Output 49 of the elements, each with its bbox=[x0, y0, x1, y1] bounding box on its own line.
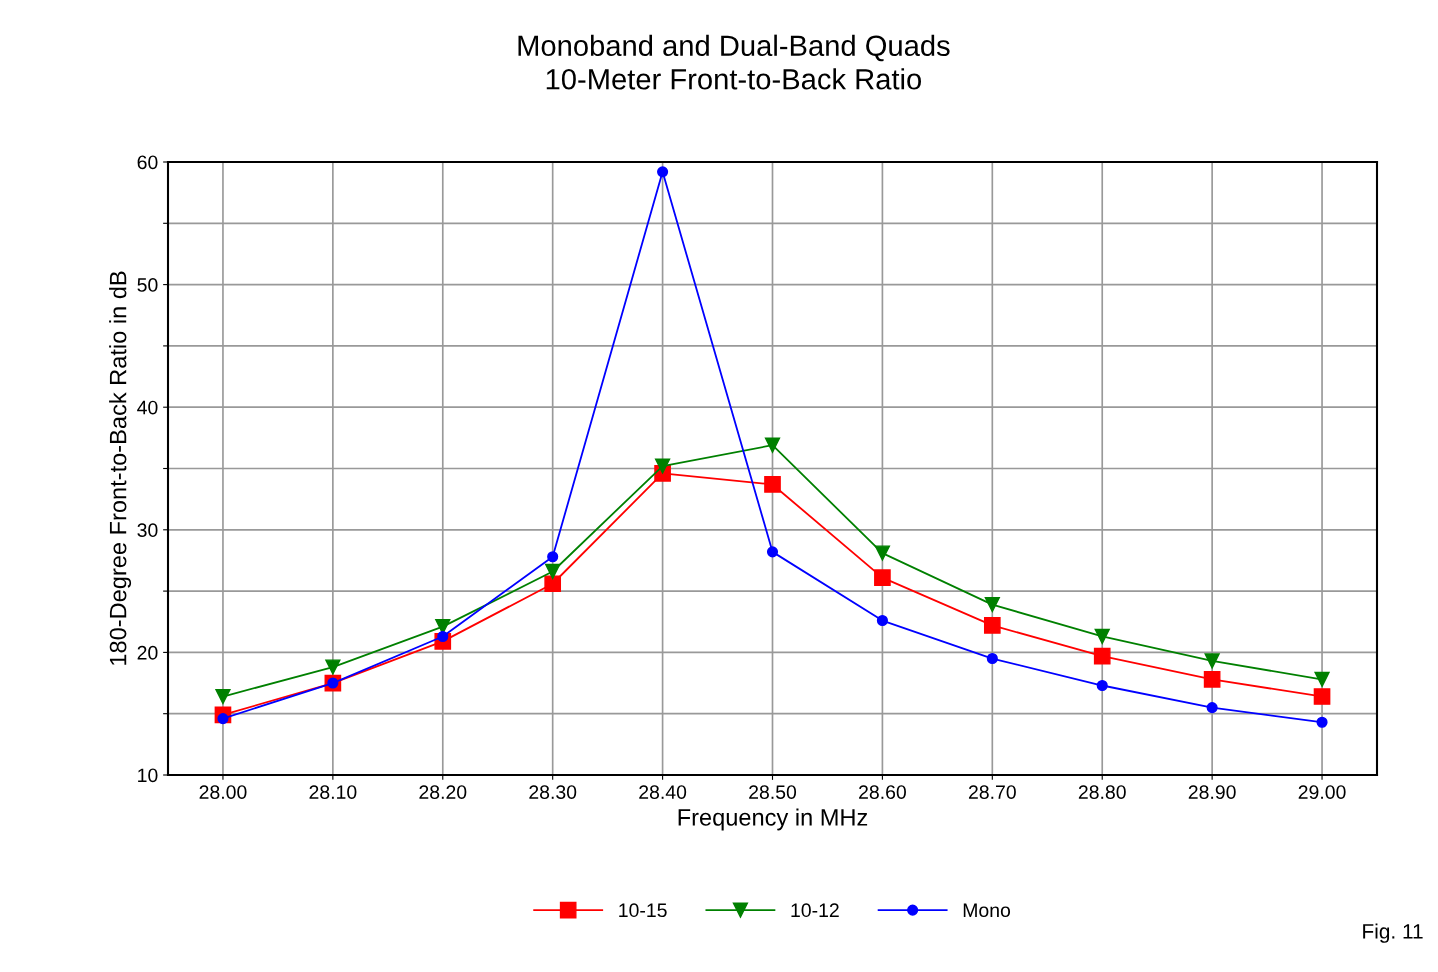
point bbox=[983, 617, 1001, 634]
point bbox=[764, 476, 781, 493]
caption: Fig. 11 bbox=[1363, 923, 1423, 943]
x-tick-label: 28.10 bbox=[309, 785, 357, 799]
x-tick-label: 28.30 bbox=[529, 785, 577, 799]
point bbox=[215, 688, 231, 705]
point bbox=[545, 563, 561, 580]
x-tick-label: 28.80 bbox=[1078, 785, 1126, 799]
legend-label: 10-15 bbox=[619, 903, 667, 918]
point bbox=[547, 551, 559, 563]
point bbox=[325, 659, 341, 675]
point bbox=[1206, 702, 1218, 714]
x-axis-title: Frequency in MHz bbox=[678, 808, 868, 831]
point bbox=[874, 569, 891, 586]
x-tick-label: 28.90 bbox=[1188, 785, 1236, 799]
x-tick-label: 28.20 bbox=[419, 785, 467, 799]
point bbox=[764, 437, 781, 453]
point bbox=[766, 546, 779, 558]
point bbox=[657, 166, 669, 178]
point bbox=[1203, 671, 1221, 688]
point bbox=[1093, 647, 1111, 665]
x-tick-label: 29.00 bbox=[1298, 785, 1346, 799]
y-tick-label: 20 bbox=[137, 645, 158, 660]
y-tick-label: 40 bbox=[137, 400, 158, 415]
point bbox=[1204, 653, 1220, 669]
x-tick-label: 28.60 bbox=[859, 785, 906, 799]
x-tick-label: 28.00 bbox=[199, 785, 247, 799]
y-axis-title: 180-Degree Front-to-Back Ratio in dB bbox=[109, 271, 132, 665]
x-tick-label: 28.40 bbox=[639, 785, 687, 799]
point bbox=[984, 596, 1000, 613]
x-tick-label: 28.50 bbox=[749, 785, 797, 799]
point bbox=[1094, 628, 1110, 645]
point bbox=[654, 458, 671, 474]
point bbox=[1096, 679, 1108, 692]
y-tick-label: 30 bbox=[137, 523, 158, 538]
legend-label: 10-12 bbox=[791, 903, 839, 918]
point bbox=[1314, 671, 1330, 688]
legend-label: Mono bbox=[963, 903, 1011, 918]
x-tick-label: 28.70 bbox=[968, 785, 1016, 799]
point bbox=[874, 545, 891, 561]
y-tick-label: 60 bbox=[137, 155, 158, 170]
point bbox=[1316, 716, 1328, 728]
point bbox=[876, 614, 888, 627]
point bbox=[986, 652, 998, 665]
y-tick-label: 10 bbox=[138, 768, 158, 783]
chart-title: Monoband and Dual-Band Quads 10-Meter Front-to-Back Ratio bbox=[518, 34, 950, 90]
y-tick-label: 50 bbox=[137, 278, 158, 292]
point bbox=[1313, 688, 1331, 705]
point bbox=[544, 575, 562, 593]
